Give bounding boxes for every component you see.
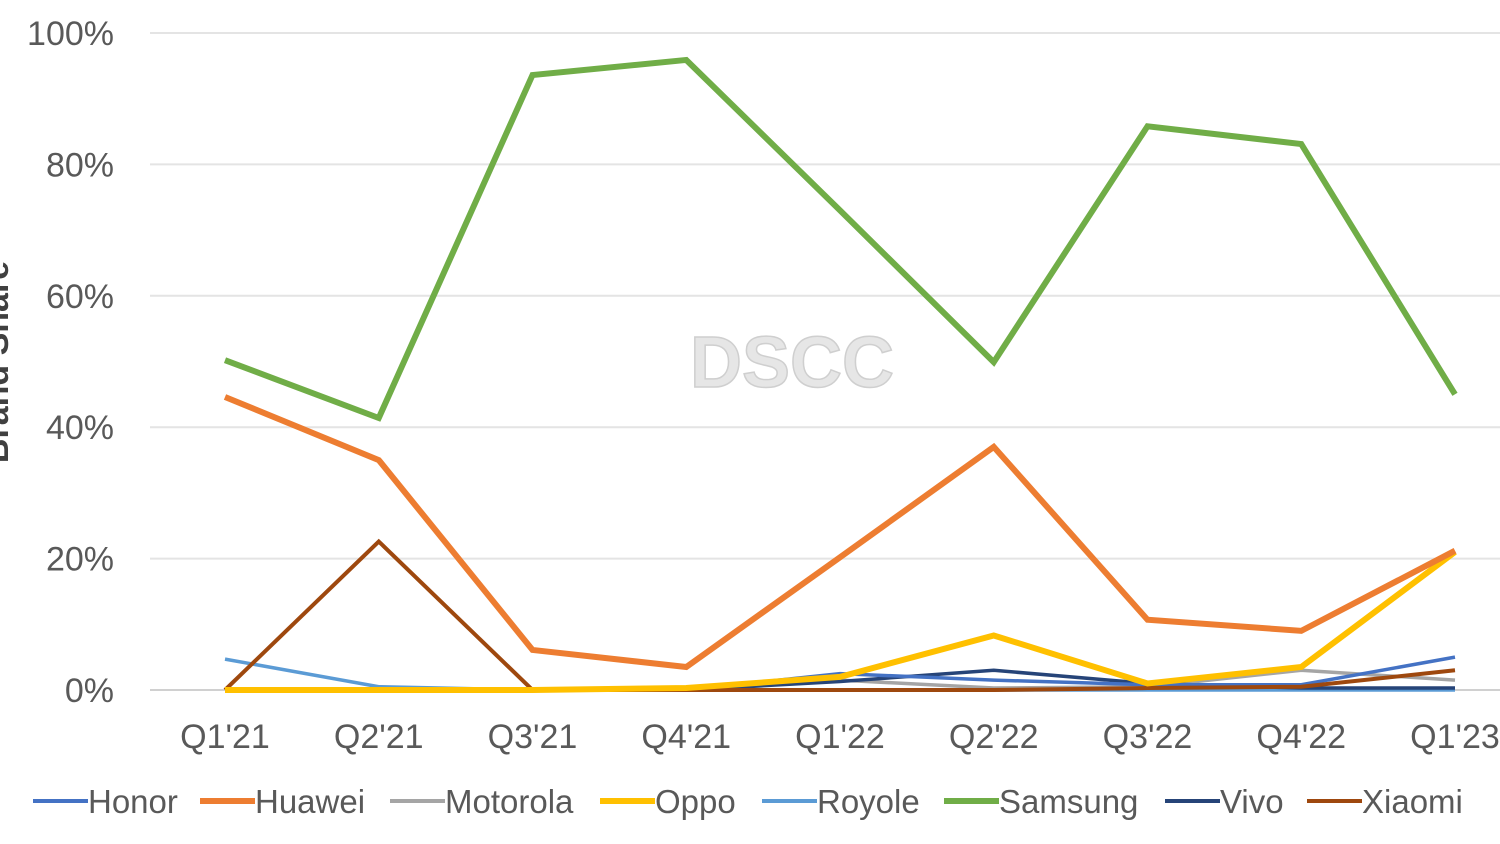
x-tick-label: Q1'22 (795, 718, 885, 756)
legend-item-vivo: Vivo (1165, 783, 1284, 820)
x-tick-label: Q4'22 (1256, 718, 1346, 756)
y-tick-label: 40% (46, 409, 114, 447)
x-tick-label: Q2'22 (949, 718, 1039, 756)
series-line-samsung (223, 56, 1458, 422)
legend-label: Huawei (255, 783, 365, 820)
series-line-huawei (223, 394, 1457, 671)
x-axis-ticks: Q1'21 Q2'21 Q3'21 Q4'21 Q1'22 Q2'22 Q3'22 Q4'22… (180, 718, 1500, 756)
legend-item-huawei: Huawei (200, 783, 365, 820)
legend-item-royole: Royole (762, 783, 920, 820)
x-tick-label: Q3'22 (1103, 718, 1193, 756)
y-tick-label: 80% (46, 146, 114, 184)
y-tick-label: 20% (46, 541, 114, 579)
x-tick-label: Q4'21 (641, 718, 731, 756)
y-tick-label: 100% (27, 15, 114, 53)
x-tick-label: Q1'23 (1410, 718, 1500, 756)
legend-label: Royole (817, 783, 920, 820)
legend-label: Xiaomi (1362, 783, 1463, 820)
y-tick-label: 0% (65, 672, 114, 710)
y-tick-label: 60% (46, 278, 114, 316)
legend: Honor Huawei Motorola Oppo Royole Samsung Vivo… (33, 783, 1463, 820)
legend-label: Vivo (1220, 783, 1284, 820)
legend-item-motorola: Motorola (390, 783, 574, 820)
legend-label: Motorola (445, 783, 574, 820)
x-tick-label: Q1'21 (180, 718, 270, 756)
series-line-oppo (225, 549, 1457, 693)
series-line-xiaomi (223, 538, 1456, 692)
watermark: DSCC (690, 323, 894, 403)
legend-label: Samsung (999, 783, 1138, 820)
legend-label: Honor (88, 783, 178, 820)
legend-label: Oppo (655, 783, 736, 820)
legend-item-oppo: Oppo (600, 783, 736, 820)
x-tick-label: Q2'21 (334, 718, 424, 756)
legend-item-xiaomi: Xiaomi (1307, 783, 1463, 820)
y-axis-label: Brand Share (0, 261, 16, 463)
series-lines (223, 56, 1458, 693)
legend-item-samsung: Samsung (944, 783, 1138, 820)
x-tick-label: Q3'21 (488, 718, 578, 756)
y-axis-ticks: 0% 20% 40% 60% 80% 100% (27, 15, 114, 710)
legend-item-honor: Honor (33, 783, 178, 820)
